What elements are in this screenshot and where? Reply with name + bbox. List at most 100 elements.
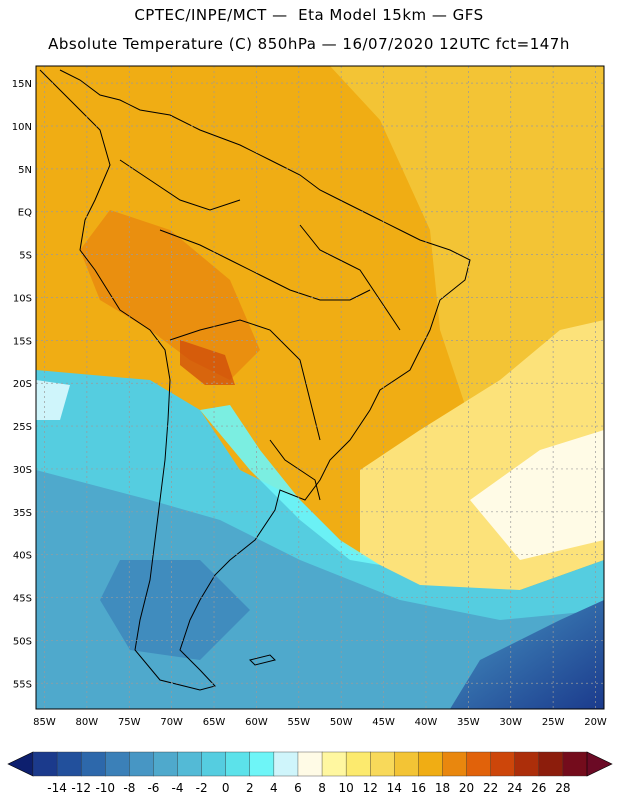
lon-tick-label: 80W [76,717,99,728]
field-andes-warm [80,210,260,380]
colorbar-swatch [514,751,540,777]
lon-tick-label: 25W [542,717,565,728]
colorbar [7,751,613,777]
colorbar-under-arrow [7,751,34,777]
graticule [36,66,604,709]
lon-tick-label: 55W [287,717,310,728]
colorbar-over-arrow [586,751,613,777]
border-line-c [299,224,401,331]
colorbar-tick-label: 14 [387,781,402,795]
lat-tick-label: 40S [13,551,32,562]
coastlines [39,69,471,691]
lon-tick-label: 20W [584,717,607,728]
colorbar-tick-label: 12 [363,781,378,795]
colorbar-tick-label: -8 [123,781,135,795]
lon-tick-label: 45W [372,717,395,728]
chart-title-line-2: Absolute Temperature (C) 850hPa — 16/07/… [48,35,570,53]
lon-tick-label: 70W [160,717,183,728]
lat-tick-label: 5N [18,165,32,176]
colorbar-swatch [538,751,564,777]
lat-tick-label: 5S [19,251,32,262]
colorbar-swatch [297,751,323,777]
lat-tick-label: 25S [13,422,32,433]
lat-tick-label: 45S [13,594,32,605]
colorbar-tick-label: -12 [71,781,91,795]
colorbar-tick-label: -2 [196,781,208,795]
colorbar-tick-label: 10 [338,781,353,795]
lon-tick-label: 60W [245,717,268,728]
colorbar-tick-label: 16 [411,781,426,795]
lat-tick-label: EQ [18,208,32,219]
colorbar-tick-label: 0 [222,781,230,795]
field-cyan-stripe [200,405,380,565]
lat-tick-label: 35S [13,508,32,519]
falklands-outline [249,654,276,666]
colorbar-swatch [418,751,443,777]
border-line-a [159,229,371,301]
colorbar-tick-label: 20 [459,781,474,795]
colorbar-swatch [177,751,203,777]
colorbar-swatch [105,751,130,777]
lat-tick-label: 20S [13,379,32,390]
border-line-b [169,319,321,441]
colorbar-tick-label: -14 [47,781,67,795]
colorbar-tick-label: 2 [246,781,254,795]
colorbar-swatch [273,751,299,777]
lon-tick-label: 65W [203,717,226,728]
colorbar-swatch [225,751,251,777]
colorbar-tick-label: 22 [483,781,498,795]
field-layers [36,66,604,709]
colorbar-labels: -14 -12 -10 -8 -6 -4 -2 0 2 4 6 8 10 12 14 16 18 20 22 24 26… [47,781,570,795]
map-frame [35,65,605,710]
lon-tick-label: 40W [415,717,438,728]
latitude-labels: 15N 10N 5N EQ 5S 10S 15S 20S 25S 30S 35S 40S 45S 50S 5… [12,79,32,690]
lat-tick-label: 30S [13,465,32,476]
colorbar-swatch [32,751,58,777]
field-pale-patch [470,430,604,560]
lon-tick-label: 50W [330,717,353,728]
colorbar-tick-label: -4 [172,781,184,795]
lat-tick-label: 10N [12,122,32,133]
colorbar-tick-label: 18 [435,781,450,795]
colorbar-swatch [153,751,179,777]
colorbar-swatch [562,751,588,777]
lon-tick-label: 75W [118,717,141,728]
colorbar-swatch [249,751,275,777]
colorbar-tick-label: 8 [318,781,326,795]
colorbar-swatch [80,751,106,777]
colorbar-swatch [442,751,468,777]
lat-tick-label: 50S [13,636,32,647]
colorbar-tick-label: -6 [147,781,159,795]
south-america-coast [39,69,471,691]
colorbar-swatch [370,751,395,777]
lon-tick-label: 35W [457,717,480,728]
colorbar-tick-label: 28 [555,781,570,795]
lat-tick-label: 15S [13,336,32,347]
chart-title-line-1: CPTEC/INPE/MCT — Eta Model 15km — GFS [134,6,484,24]
colorbar-tick-label: -10 [95,781,115,795]
colorbar-tick-label: 6 [294,781,302,795]
colorbar-swatch [129,751,154,777]
field-far-southeast [450,600,604,709]
colorbar-swatch [394,751,419,777]
colorbar-swatch [201,751,227,777]
lat-tick-label: 15N [12,79,32,90]
field-hot-spot [180,340,235,385]
colorbar-swatch [466,751,492,777]
lat-tick-label: 10S [13,293,32,304]
lon-tick-label: 85W [33,717,56,728]
border-line-e [269,439,321,501]
border-line-d [119,159,241,211]
colorbar-tick-label: 24 [507,781,522,795]
colorbar-swatch [345,751,371,777]
colorbar-swatch [490,751,516,777]
lon-tick-label: 30W [499,717,522,728]
colorbar-swatch [56,751,82,777]
colorbar-swatch [321,751,347,777]
field-pacific-pale [36,380,70,420]
colorbar-tick-label: 4 [270,781,278,795]
colorbar-tick-label: 26 [531,781,546,795]
lat-tick-label: 55S [13,679,32,690]
longitude-labels: 85W 80W 75W 70W 65W 60W 55W 50W 45W 40W 35W 30W 25W 2… [33,717,607,728]
